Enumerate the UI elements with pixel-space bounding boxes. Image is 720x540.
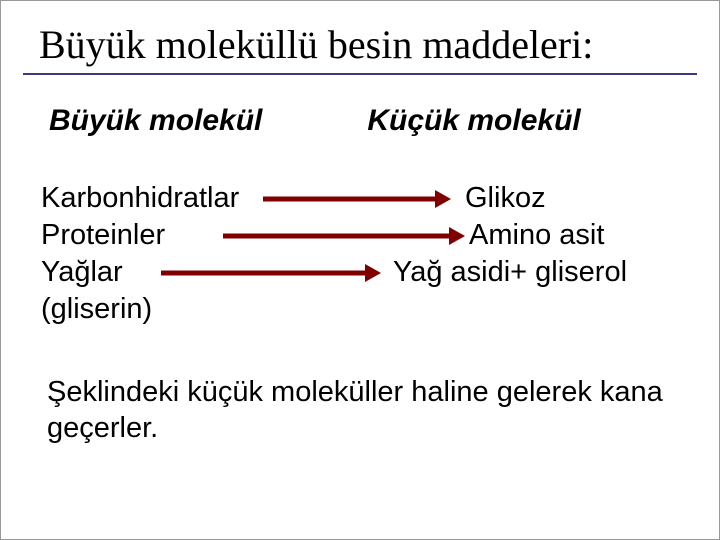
footer-text: Şeklindeki küçük moleküller haline geler… — [47, 374, 667, 447]
diagram-row: Proteinler Amino asit — [41, 217, 719, 254]
arrow-icon — [263, 190, 451, 208]
row-left-label: Proteinler — [41, 217, 165, 253]
header-right: Küçük molekül — [367, 104, 580, 138]
slide: Büyük moleküllü besin maddeleri: Büyük m… — [0, 0, 720, 540]
header-left: Büyük molekül — [49, 104, 359, 138]
row-right-label: Amino asit — [469, 217, 604, 253]
column-headers: Büyük molekül Küçük molekül — [49, 104, 719, 138]
diagram-row: Yağlar Yağ asidi+ gliserol — [41, 254, 719, 291]
title-underline — [23, 73, 697, 75]
arrow-icon — [223, 227, 465, 245]
diagram-row: Karbonhidratlar Glikoz — [41, 180, 719, 217]
row-left-label: Yağlar — [41, 254, 123, 290]
diagram-row: (gliserin) — [41, 291, 719, 328]
slide-title: Büyük moleküllü besin maddeleri: — [39, 21, 719, 68]
rows-container: Karbonhidratlar Glikoz Proteinler Amino a… — [41, 180, 719, 328]
row-right-label: Glikoz — [465, 180, 546, 216]
row-right-label: Yağ asidi+ gliserol — [393, 254, 627, 290]
arrow-icon — [161, 264, 381, 282]
row-left-label: (gliserin) — [41, 291, 152, 327]
row-left-label: Karbonhidratlar — [41, 180, 239, 216]
